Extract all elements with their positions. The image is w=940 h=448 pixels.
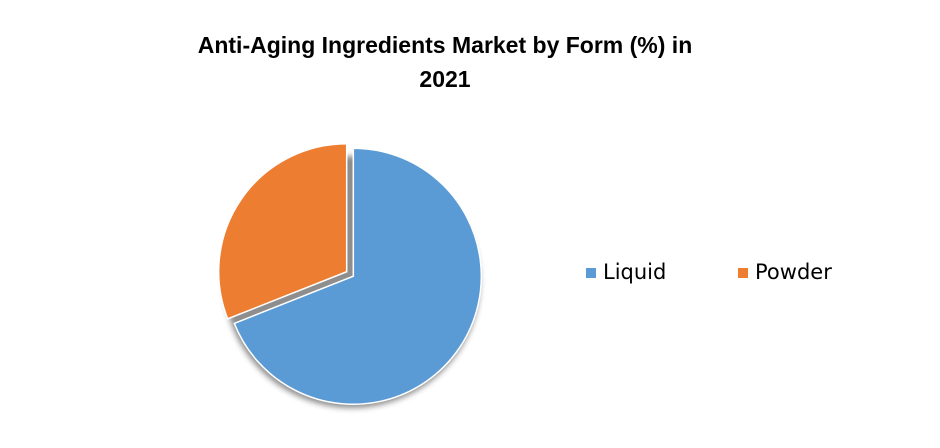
legend-swatch: [738, 268, 748, 278]
legend-label: Powder: [755, 260, 832, 284]
legend-swatch: [586, 268, 596, 278]
pie-slice: [233, 147, 483, 405]
pie-slice: [217, 143, 348, 320]
chart-title: Anti-Aging Ingredients Market by Form (%…: [197, 32, 693, 92]
legend-label: Liquid: [603, 260, 666, 284]
